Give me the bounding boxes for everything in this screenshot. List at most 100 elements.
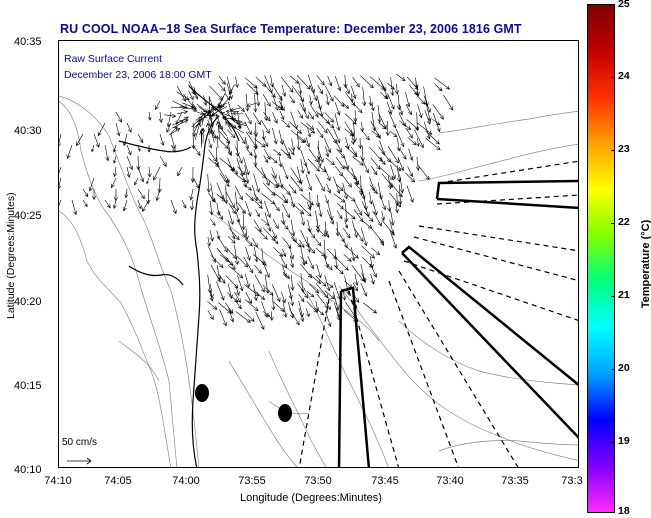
current-vector-arrow — [236, 274, 244, 292]
current-vector-arrow — [344, 203, 349, 223]
current-vector-arrow — [316, 75, 325, 86]
current-vector-arrow — [333, 291, 340, 311]
temperature-colorbar — [587, 4, 615, 513]
current-vector-arrow — [216, 120, 221, 140]
current-vector-arrow — [344, 113, 357, 125]
current-vector-arrow — [289, 308, 300, 326]
current-vector-arrow — [369, 263, 377, 278]
current-vector-arrow — [326, 121, 335, 129]
current-vector-arrow — [113, 144, 117, 153]
current-vector-arrow — [350, 93, 354, 103]
current-vector-arrow — [82, 199, 88, 208]
current-vector-arrow — [395, 203, 399, 214]
current-vector-arrow — [209, 85, 224, 101]
current-vector-arrow — [113, 199, 117, 209]
current-vector-arrow — [282, 271, 291, 280]
current-vector-arrow — [282, 194, 288, 204]
current-vector-arrow — [177, 110, 189, 115]
current-vector-arrow — [234, 185, 243, 201]
current-vector-arrow — [405, 172, 416, 183]
current-vector-arrow — [397, 157, 404, 172]
current-vector-arrow — [317, 156, 322, 168]
current-vector-arrow — [218, 274, 226, 284]
current-vector-arrow — [309, 84, 318, 102]
current-vector-arrow — [290, 201, 305, 215]
y-tick-label: 40:15 — [14, 380, 42, 392]
current-vector-arrow — [262, 94, 271, 107]
current-vector-arrow — [147, 166, 152, 178]
current-vector-arrow — [317, 146, 324, 163]
current-vector-arrow — [201, 127, 206, 144]
current-vector-arrow — [244, 77, 258, 89]
current-vector-arrow — [353, 209, 364, 223]
current-vector-arrow — [363, 192, 368, 211]
current-vector-arrow — [209, 290, 214, 302]
current-vector-arrow — [254, 247, 259, 263]
current-vector-arrow — [315, 218, 321, 233]
current-vector-arrow — [71, 199, 78, 216]
current-vector-arrow — [170, 199, 177, 215]
colorbar-tick-mark — [611, 442, 615, 443]
current-vector-arrow — [226, 129, 236, 139]
current-vector-arrow — [216, 182, 225, 200]
current-vector-arrow — [323, 166, 331, 182]
current-vector-arrow — [336, 202, 344, 210]
colorbar-tick-mark — [611, 150, 615, 151]
current-vector-arrow — [253, 219, 262, 233]
current-vector-arrow — [335, 165, 343, 177]
current-vector-arrow — [288, 147, 295, 156]
current-vector-arrow — [66, 144, 73, 160]
current-vector-arrow — [218, 139, 229, 150]
current-vector-arrow — [300, 229, 310, 249]
map-plot-area[interactable] — [58, 40, 579, 468]
current-vector-arrow — [199, 130, 204, 148]
current-vector-arrow — [263, 112, 271, 122]
current-vector-arrow — [281, 164, 289, 180]
current-vector-arrow — [209, 128, 215, 143]
current-vector-arrow — [208, 192, 216, 203]
current-vector-arrow — [263, 263, 270, 279]
current-vector-arrow — [142, 199, 150, 212]
current-vector-arrow — [210, 218, 216, 226]
current-vector-arrow — [271, 173, 280, 188]
current-vector-arrow — [269, 75, 275, 88]
current-vector-arrow — [399, 120, 412, 130]
current-vector-arrow — [245, 238, 253, 247]
current-vector-arrow — [351, 86, 357, 100]
current-vector-arrow — [244, 311, 255, 322]
current-vector-arrow — [245, 299, 259, 312]
current-vector-arrow — [192, 144, 201, 156]
y-tick-label: 40:35 — [14, 36, 42, 48]
current-vector-arrow — [170, 133, 176, 150]
current-vector-arrow — [354, 228, 364, 243]
current-vector-arrow — [124, 188, 129, 199]
current-vector-arrow — [245, 246, 251, 261]
current-vector-arrow — [280, 148, 292, 159]
current-vector-arrow — [289, 193, 295, 208]
x-tick-label: 73:55 — [238, 475, 266, 487]
current-vector-arrow — [255, 311, 265, 331]
current-vector-arrow — [227, 220, 236, 240]
current-vector-arrow — [343, 165, 358, 181]
current-vector-arrow — [228, 227, 240, 241]
current-vector-arrow — [300, 263, 313, 279]
current-vector-arrow — [253, 173, 260, 193]
current-vector-arrow — [272, 127, 278, 145]
current-vector-arrow — [415, 83, 420, 97]
current-vector-arrow — [158, 111, 163, 124]
current-vector-arrow — [206, 122, 211, 136]
current-vector-arrow — [271, 284, 281, 303]
current-vector-arrow — [354, 201, 363, 216]
current-vector-arrow — [176, 85, 186, 102]
map-svg — [59, 73, 578, 467]
current-vector-arrow — [59, 166, 62, 180]
current-vector-arrow — [146, 177, 150, 185]
current-vector-arrow — [333, 176, 341, 194]
current-vector-arrow — [296, 130, 301, 151]
current-vector-arrow — [262, 284, 274, 296]
current-vector-arrow — [280, 76, 294, 93]
current-vector-arrow — [396, 137, 401, 152]
current-vector-arrow — [425, 137, 441, 151]
current-vector-arrow — [225, 256, 236, 271]
current-vector-arrow — [263, 102, 268, 122]
